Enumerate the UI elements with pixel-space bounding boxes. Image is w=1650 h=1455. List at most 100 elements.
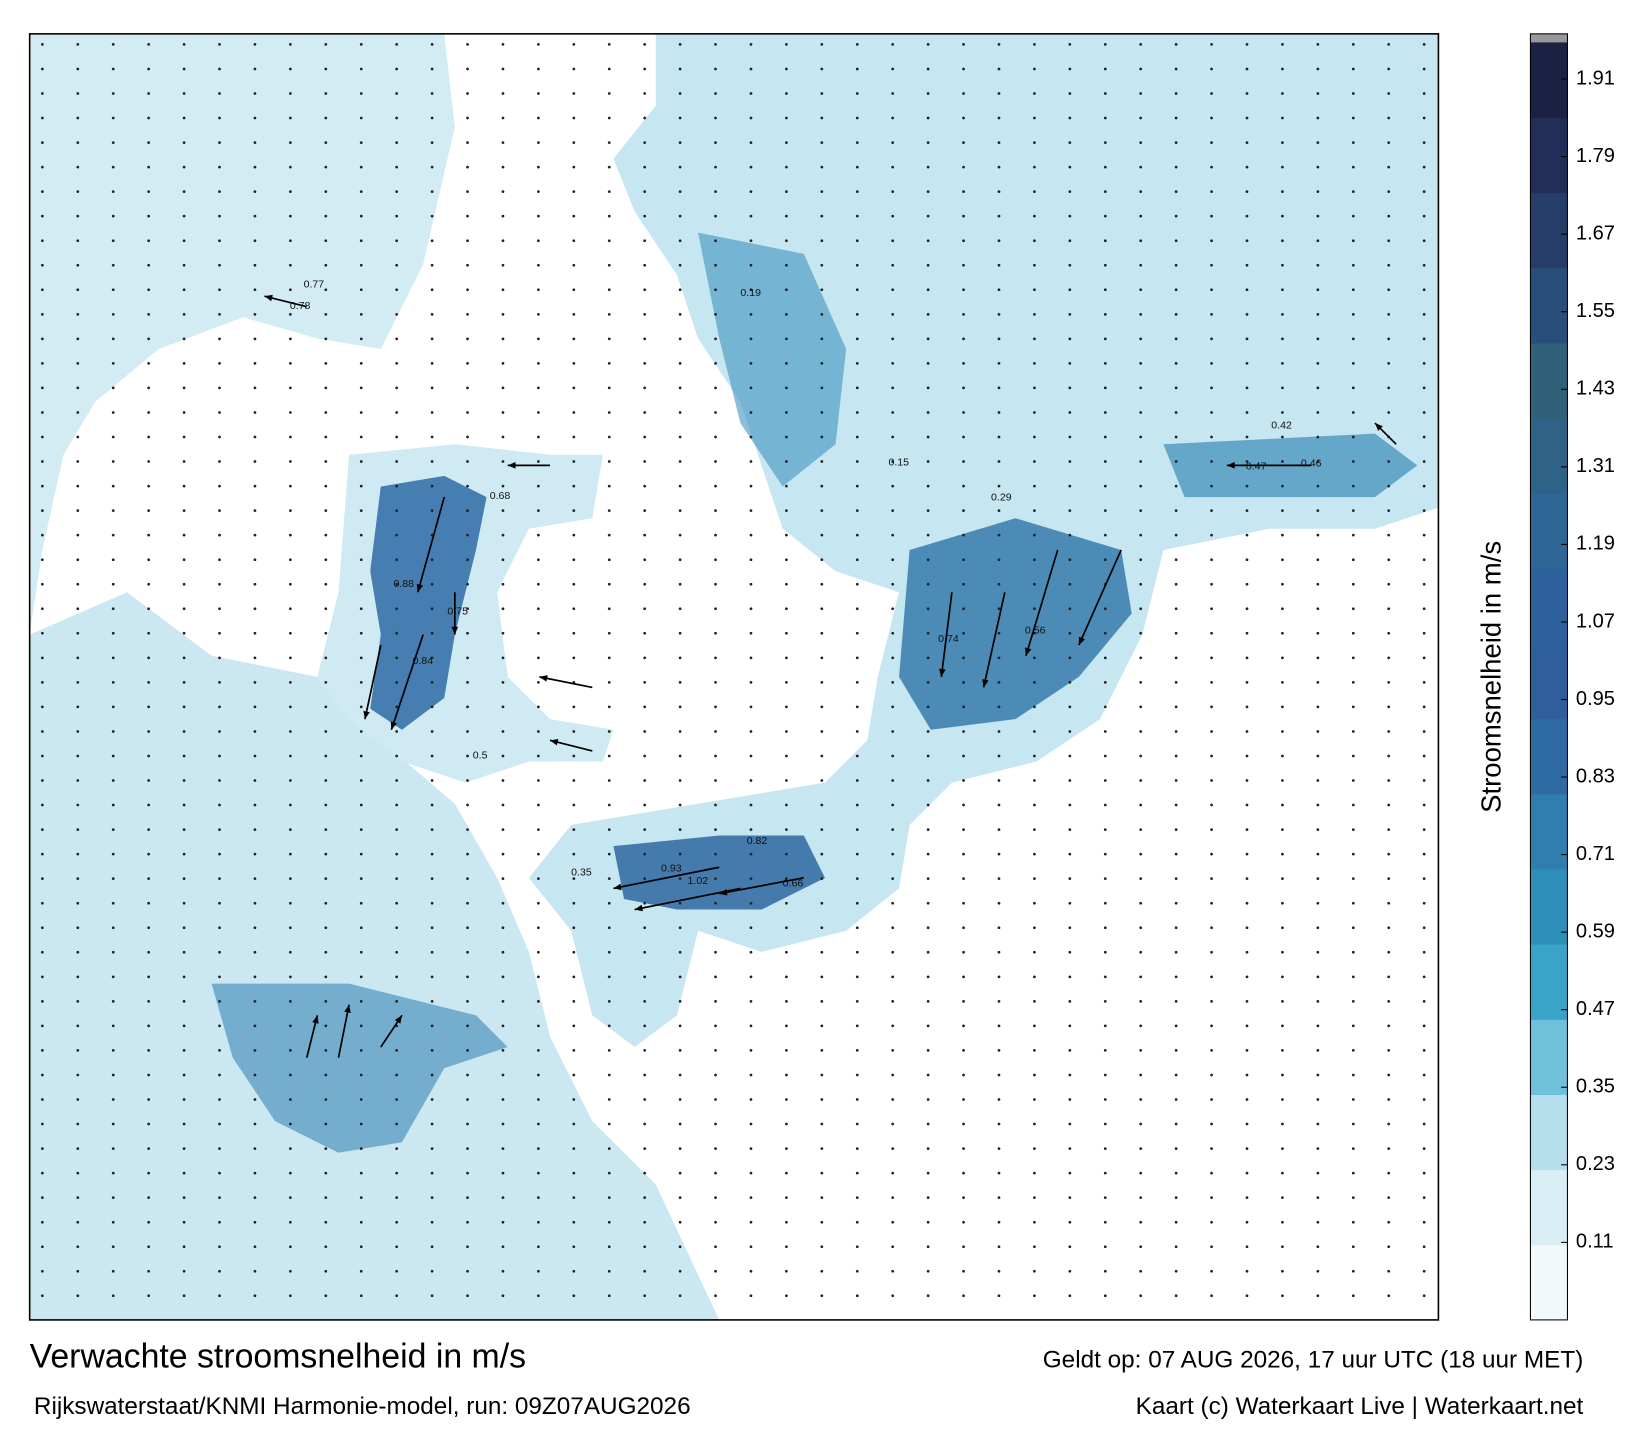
grid-dot [1174, 1220, 1178, 1224]
grid-dot [253, 631, 257, 635]
grid-dot [1139, 754, 1143, 758]
grid-dot [218, 43, 221, 46]
grid-dot [678, 1147, 682, 1150]
grid-dot [926, 1245, 930, 1249]
grid-dot [147, 1245, 151, 1249]
grid-dot [1387, 214, 1391, 218]
grid-dot [1351, 631, 1355, 635]
grid-dot [643, 877, 647, 881]
grid-dot [607, 1098, 611, 1101]
grid-dot [572, 1269, 576, 1273]
grid-dot [1174, 754, 1178, 758]
grid-dot [785, 828, 788, 831]
grid-dot [607, 1073, 611, 1077]
grid-dot [926, 1073, 930, 1077]
grid-dot [714, 779, 717, 782]
grid-dot [218, 411, 221, 414]
grid-dot [359, 509, 363, 512]
grid-dot [1210, 803, 1213, 807]
grid-dot [1210, 1098, 1213, 1101]
grid-dot [1422, 607, 1426, 611]
grid-dot [678, 656, 682, 660]
colorbar-band [1530, 42, 1568, 118]
grid-dot [1316, 116, 1320, 120]
grid-dot [1351, 975, 1355, 979]
grid-dot [962, 1294, 965, 1298]
grid-dot [1068, 631, 1072, 635]
grid-dot [1281, 1122, 1284, 1126]
grid-dot [1387, 926, 1391, 930]
grid-dot [714, 484, 717, 488]
grid-dot [111, 877, 115, 881]
grid-dot [855, 950, 859, 954]
grid-dot [537, 435, 540, 439]
grid-dot [537, 288, 540, 292]
grid-dot [1316, 1220, 1320, 1224]
grid-dot [607, 312, 611, 316]
grid-dot [218, 926, 221, 930]
grid-dot [820, 165, 824, 169]
grid-dot [1351, 901, 1355, 905]
grid-dot [1139, 730, 1143, 733]
grid-dot [147, 509, 151, 512]
grid-dot [572, 803, 576, 807]
grid-dot [855, 999, 859, 1003]
grid-dot [40, 877, 44, 881]
grid-dot [288, 1098, 292, 1101]
grid-dot [466, 901, 469, 905]
grid-dot [501, 67, 505, 71]
grid-dot [430, 1220, 434, 1224]
grid-dot [1387, 901, 1391, 905]
grid-dot [1281, 1220, 1284, 1224]
grid-dot [395, 484, 399, 488]
grid-dot [501, 484, 505, 488]
grid-dot [501, 975, 505, 979]
grid-dot [395, 681, 399, 684]
grid-dot [1210, 558, 1213, 562]
grid-dot [253, 558, 257, 562]
grid-dot [1316, 263, 1320, 267]
grid-dot [466, 239, 469, 243]
grid-dot [1245, 828, 1249, 831]
grid-dot [288, 950, 292, 954]
grid-dot [466, 362, 469, 365]
grid-dot [76, 1049, 80, 1052]
grid-dot [288, 975, 292, 979]
grid-dot [76, 386, 80, 390]
grid-dot [430, 656, 434, 660]
grid-dot [1210, 1220, 1213, 1224]
colorbar-tick-label: 0.35 [1576, 1076, 1615, 1098]
grid-dot [288, 288, 292, 292]
grid-dot [926, 926, 930, 930]
grid-dot [643, 558, 647, 562]
grid-dot [1422, 877, 1426, 881]
arrow-head [264, 294, 273, 302]
grid-dot [537, 533, 540, 537]
grid-dot [1210, 926, 1213, 930]
grid-dot [1245, 607, 1249, 611]
grid-dot [40, 288, 44, 292]
grid-dot [1422, 901, 1426, 905]
grid-dot [395, 1220, 399, 1224]
grid-dot [182, 435, 186, 439]
grid-dot [147, 116, 151, 120]
grid-dot [1422, 656, 1426, 660]
grid-dot [111, 165, 115, 169]
grid-dot [537, 1098, 540, 1101]
grid-dot [76, 1147, 80, 1150]
grid-dot [288, 1196, 292, 1200]
grid-dot [76, 1245, 80, 1249]
grid-dot [855, 1073, 859, 1077]
grid-dot [785, 558, 788, 562]
grid-dot [537, 116, 540, 120]
grid-dot [466, 1098, 469, 1101]
grid-dot [1281, 263, 1284, 267]
grid-dot [1139, 263, 1143, 267]
grid-dot [466, 877, 469, 881]
grid-dot [962, 312, 965, 316]
grid-dot [253, 1220, 257, 1224]
grid-dot [76, 92, 80, 95]
grid-dot [430, 877, 434, 881]
grid-dot [111, 607, 115, 611]
grid-dot [76, 43, 80, 46]
